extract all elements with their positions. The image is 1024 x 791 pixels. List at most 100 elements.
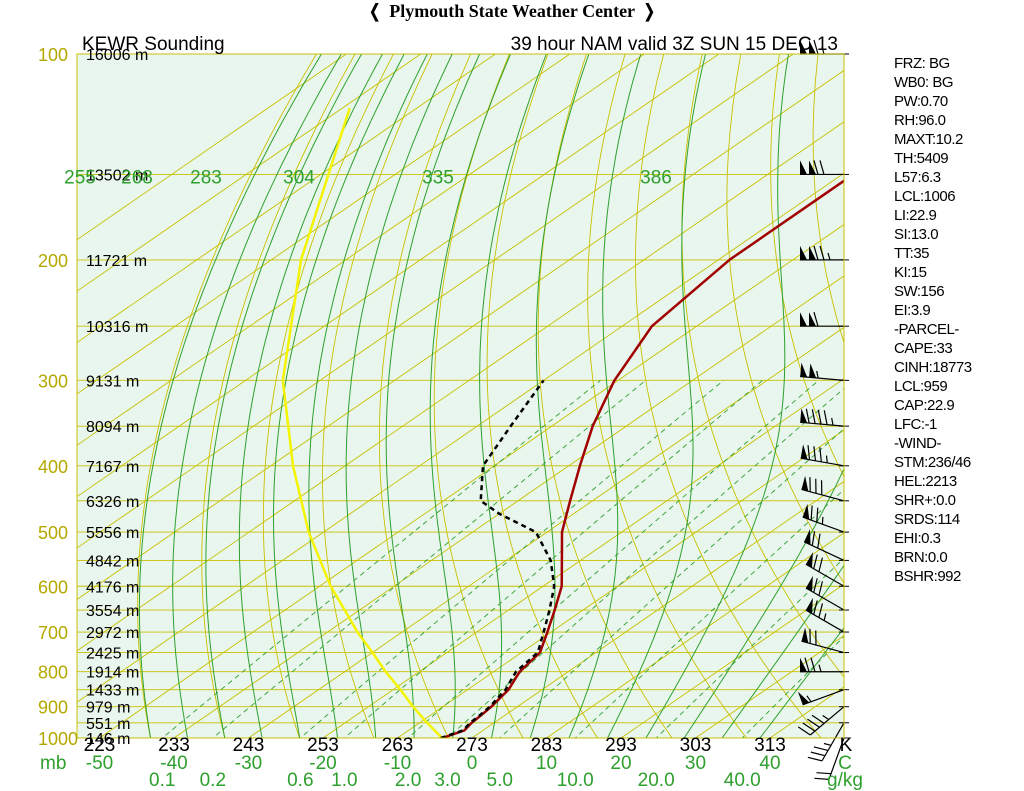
kelvin-tick-label: 303 — [680, 735, 712, 756]
dry-adiabat-line — [770, 54, 844, 478]
celsius-tick-label: 20 — [610, 753, 631, 774]
moist-adiabat-line — [138, 54, 323, 738]
wind-barb-feather — [810, 505, 813, 521]
theta-e-label: 386 — [640, 167, 672, 188]
wind-barb-pennant — [800, 657, 807, 672]
mixing-ratio-tick-label: 5.0 — [487, 770, 513, 791]
moist-adiabat-line — [645, 54, 790, 738]
mixing-ratio-line — [212, 380, 646, 738]
swirl-logo-icon: ❭ — [641, 1, 657, 21]
wind-barb-pennant — [802, 503, 810, 520]
sounding-index: -WIND- — [894, 435, 941, 452]
pressure-tick-label: 700 — [38, 623, 68, 643]
wind-barb — [800, 160, 849, 176]
wind-barb-feather — [819, 245, 825, 261]
celsius-tick-label: -20 — [309, 753, 336, 774]
wind-barb-feather — [816, 507, 819, 523]
wind-barb-half-feather — [823, 613, 827, 621]
wind-barb-pennant — [800, 408, 808, 423]
celsius-tick-label: -30 — [235, 753, 262, 774]
wind-barb-pennant — [805, 552, 813, 568]
plot-border — [76, 53, 845, 739]
height-label: 2425 m — [86, 646, 139, 663]
wind-barb-feather — [818, 557, 824, 572]
mixing-ratio-unit-label: g/kg — [827, 770, 863, 791]
celsius-tick-label: 10 — [536, 753, 557, 774]
wind-barb-pennant — [801, 627, 809, 643]
wind-barb-shaft — [801, 488, 845, 502]
isotherm-line — [322, 378, 844, 738]
isotherm-line — [77, 69, 844, 600]
theta-e-label: 304 — [283, 167, 315, 188]
sounding-index: STM:236/46 — [894, 454, 971, 471]
dry-adiabat-line — [433, 54, 524, 738]
wind-barb-shaft — [802, 689, 845, 706]
wind-barb-feather — [804, 657, 810, 672]
wind-barb-feather — [813, 245, 819, 261]
wind-barb-shaft — [802, 516, 845, 533]
moist-adiabat-line — [721, 564, 844, 738]
height-label: 3554 m — [86, 603, 139, 620]
wind-barb-shaft — [821, 722, 845, 762]
moist-adiabat-line — [479, 54, 547, 738]
lifted-parcel-line — [281, 107, 444, 738]
wind-barb — [807, 722, 849, 762]
moist-adiabat-line — [529, 54, 590, 738]
sounding-index: -PARCEL- — [894, 321, 959, 338]
wind-barb-pennant — [801, 475, 809, 492]
sounding-index: SW:156 — [894, 283, 945, 300]
wind-barb-feather — [818, 603, 824, 618]
height-label: 6326 m — [86, 494, 139, 511]
sounding-index: LFC:-1 — [894, 416, 937, 433]
sounding-index: TH:5409 — [894, 150, 949, 167]
wind-barb-pennant — [809, 312, 816, 327]
pressure-tick-label: 500 — [38, 523, 68, 543]
mixing-ratio-line — [574, 489, 844, 738]
mixing-ratio-line — [299, 380, 724, 738]
dry-adiabat-line — [378, 54, 472, 738]
height-label: 551 m — [86, 716, 130, 733]
pressure-tick-label: 600 — [38, 577, 68, 597]
wind-barb-pennant — [805, 575, 813, 592]
wind-barb-feather — [813, 39, 819, 55]
mixing-ratio-tick-label: 1.0 — [331, 770, 357, 791]
moist-adiabat-line — [683, 467, 844, 738]
wind-barb-feather — [817, 409, 822, 425]
temperature-line — [441, 179, 844, 738]
wind-barb-feather — [807, 718, 820, 728]
pressure-tick-label: 100 — [38, 45, 68, 65]
mixing-ratio-tick-label: 10.0 — [557, 770, 594, 791]
pressure-tick-label: 400 — [38, 457, 68, 477]
wind-barb-shaft — [800, 457, 845, 467]
isotherm-line — [77, 121, 844, 652]
moist-adiabat-line — [345, 54, 453, 738]
wind-barb-feather — [816, 772, 832, 775]
wind-barb-pennant — [800, 40, 807, 54]
dry-adiabat-line — [587, 54, 748, 738]
kelvin-tick-label: 223 — [84, 735, 116, 756]
wind-barb-half-feather — [827, 252, 831, 261]
celsius-tick-label: 30 — [685, 753, 706, 774]
moist-adiabat-line — [273, 54, 405, 738]
wind-barb-pennant — [800, 245, 807, 260]
wind-barb-pennant — [800, 160, 807, 175]
sounding-index: CAP:22.9 — [894, 397, 955, 414]
sounding-index: HEL:2213 — [894, 473, 957, 490]
height-label: 10316 m — [86, 319, 148, 336]
sounding-index: KI:15 — [894, 264, 927, 281]
wind-barb-pennant — [797, 691, 810, 705]
height-label: 2972 m — [86, 625, 139, 642]
height-label: 1433 m — [86, 683, 139, 700]
wind-barb-feather — [811, 714, 825, 724]
sounding-index: EHI:0.3 — [894, 530, 941, 547]
wind-barb-half-feather — [806, 695, 812, 703]
wind-barb-shaft — [800, 375, 845, 381]
moist-adiabat-line — [759, 627, 844, 738]
wind-barb-half-feather — [821, 516, 824, 525]
height-label: 9131 m — [86, 373, 139, 390]
kelvin-tick-label: 253 — [307, 735, 339, 756]
pressure-tick-label: 800 — [38, 663, 68, 683]
isotherm-line — [77, 172, 844, 703]
wind-barb-feather — [805, 408, 810, 424]
